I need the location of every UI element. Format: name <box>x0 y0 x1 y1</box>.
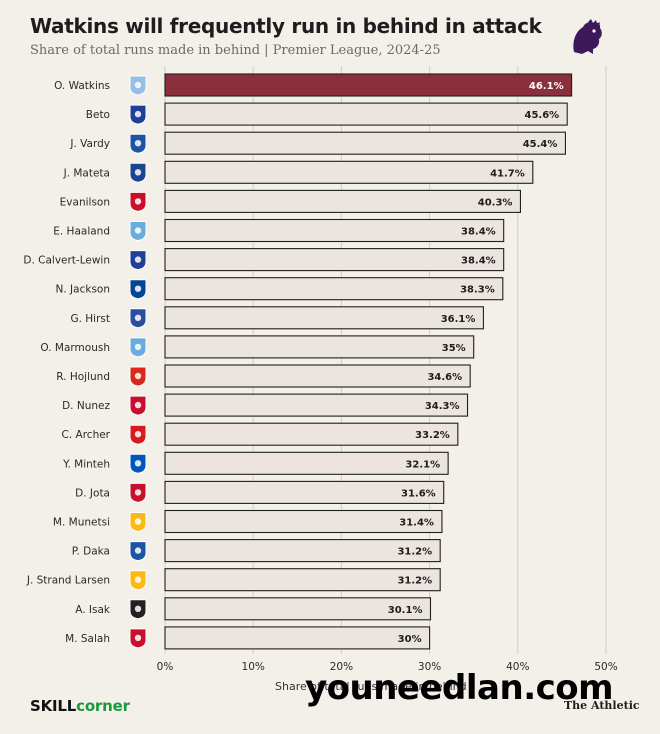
the-athletic-logo: The Athletic <box>564 699 640 712</box>
liverpool-icon-detail <box>134 634 142 642</box>
man-city-icon-detail <box>134 343 142 351</box>
liverpool-icon-detail <box>134 401 142 409</box>
bar-highlight <box>164 73 573 97</box>
player-label: Y. Minteh <box>62 458 110 470</box>
newcastle-icon-detail <box>134 605 142 612</box>
x-tick-label: 0% <box>157 661 174 673</box>
leicester-icon-detail <box>134 547 142 554</box>
value-label: 41.7% <box>490 168 525 179</box>
player-label: N. Jackson <box>56 284 110 296</box>
player-label: O. Marmoush <box>40 342 110 354</box>
bar <box>164 189 521 213</box>
bar <box>164 248 505 272</box>
ipswich-icon-detail <box>134 314 142 321</box>
value-label: 38.3% <box>460 285 495 296</box>
player-label: E. Haaland <box>53 226 110 238</box>
bar <box>164 568 441 592</box>
player-label: C. Archer <box>62 429 111 441</box>
bar <box>164 480 445 504</box>
man-city-icon-detail <box>134 227 142 234</box>
bar <box>164 451 449 475</box>
player-label: P. Daka <box>72 546 110 558</box>
logo-skill-text: SKILL <box>30 697 77 715</box>
value-label: 38.4% <box>461 227 496 238</box>
bar <box>164 364 471 388</box>
player-label: M. Munetsi <box>53 517 110 529</box>
bar <box>164 626 431 650</box>
x-tick-label: 50% <box>594 661 617 673</box>
watermark-text: youneedlan.com <box>305 668 614 708</box>
skillcorner-logo: SKILLcorner <box>30 697 130 715</box>
value-label: 34.6% <box>427 372 462 383</box>
player-label: M. Salah <box>65 633 110 645</box>
value-label: 46.1% <box>529 81 564 92</box>
value-label: 31.2% <box>397 576 432 587</box>
everton-icon-detail <box>134 110 142 118</box>
player-label: O. Watkins <box>54 80 110 92</box>
aston-villa-icon-detail <box>134 81 142 89</box>
value-label: 32.1% <box>405 459 440 470</box>
wolves-icon-detail <box>134 518 142 525</box>
x-tick-label: 40% <box>506 661 529 673</box>
liverpool-icon-detail <box>134 489 142 496</box>
value-label: 38.4% <box>461 256 496 267</box>
man-utd-icon-detail <box>134 372 142 380</box>
bar <box>164 335 475 359</box>
bar <box>164 160 534 184</box>
crystal-palace-icon-detail <box>134 169 142 176</box>
bar <box>164 306 484 330</box>
player-label: A. Isak <box>75 604 111 616</box>
bar <box>164 102 568 126</box>
value-label: 40.3% <box>478 197 513 208</box>
x-tick-label: 20% <box>330 661 353 673</box>
value-label: 31.6% <box>401 488 436 499</box>
bar <box>164 131 566 155</box>
logo-corner-text: corner <box>76 697 130 715</box>
value-label: 45.6% <box>524 110 559 121</box>
bournemouth-icon-detail <box>134 198 142 205</box>
value-label: 31.2% <box>397 547 432 558</box>
player-label: G. Hirst <box>70 313 110 325</box>
value-label: 33.2% <box>415 430 450 441</box>
bar <box>164 509 443 534</box>
brighton-icon-detail <box>134 460 142 467</box>
player-label: D. Calvert-Lewin <box>23 255 110 267</box>
bar <box>164 218 505 243</box>
value-label: 34.3% <box>425 401 460 412</box>
bar <box>164 393 469 417</box>
player-label: Evanilson <box>60 196 110 208</box>
x-axis-label: Share of total runs made in behind <box>275 680 467 693</box>
player-label: J. Vardy <box>69 138 110 150</box>
leicester-icon-detail <box>134 140 142 147</box>
premier-league-lion-icon <box>573 19 602 54</box>
player-label: D. Jota <box>75 487 110 499</box>
value-label: 31.4% <box>399 518 434 529</box>
wolves-icon-detail <box>134 576 142 583</box>
x-tick-label: 10% <box>242 661 265 673</box>
player-label: Beto <box>86 109 110 121</box>
value-label: 30% <box>398 634 422 645</box>
chart-title: Watkins will frequently run in behind in… <box>30 14 542 38</box>
player-label: J. Mateta <box>63 167 110 179</box>
player-label: R. Hojlund <box>56 371 110 383</box>
value-label: 35% <box>442 343 466 354</box>
value-label: 30.1% <box>388 605 423 616</box>
x-tick-label: 30% <box>418 661 441 673</box>
value-label: 36.1% <box>441 314 476 325</box>
player-label: D. Nunez <box>62 400 110 412</box>
value-label: 45.4% <box>523 139 558 150</box>
chelsea-icon-detail <box>134 285 142 292</box>
everton-icon-detail <box>134 256 142 263</box>
bar <box>164 539 441 563</box>
bar <box>164 597 432 621</box>
southampton-icon-detail <box>134 431 142 438</box>
chart-subtitle: Share of total runs made in behind | Pre… <box>30 43 441 58</box>
bar <box>164 277 504 301</box>
player-label: J. Strand Larsen <box>26 575 110 587</box>
bar <box>164 422 459 446</box>
